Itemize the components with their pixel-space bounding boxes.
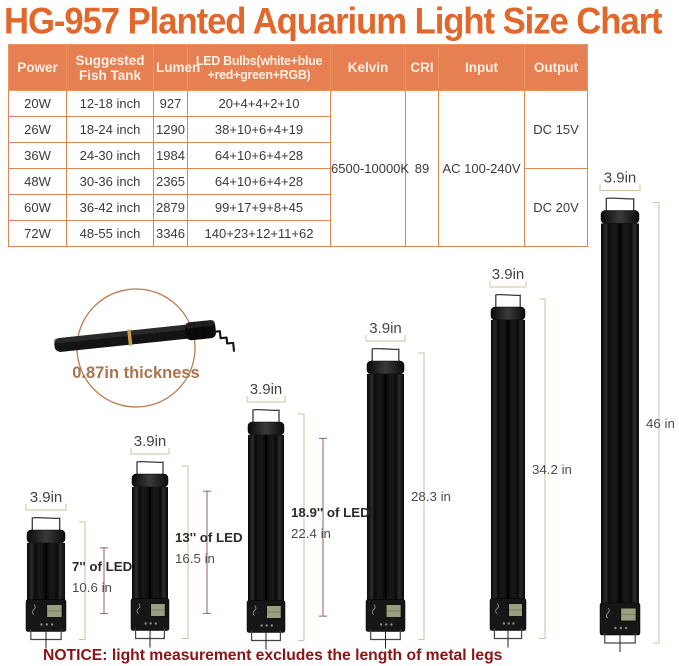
svg-text:3.9in: 3.9in (604, 170, 637, 187)
svg-text:3.9in: 3.9in (134, 433, 167, 450)
svg-text:0.87in thickness: 0.87in thickness (72, 364, 199, 382)
svg-text:16.5 in: 16.5 in (175, 551, 215, 566)
svg-text:13'' of LED: 13'' of LED (175, 530, 243, 545)
svg-text:3.9in: 3.9in (250, 381, 283, 398)
svg-text:46 in: 46 in (646, 416, 675, 431)
svg-text:3.9in: 3.9in (492, 266, 525, 283)
svg-text:3.9in: 3.9in (30, 489, 63, 506)
svg-text:28.3 in: 28.3 in (411, 489, 451, 504)
svg-text:34.2 in: 34.2 in (532, 462, 572, 477)
svg-text:18.9'' of LED: 18.9'' of LED (291, 505, 370, 520)
svg-text:22.4 in: 22.4 in (291, 526, 331, 541)
svg-text:7'' of LED: 7'' of LED (72, 559, 133, 574)
svg-text:10.6 in: 10.6 in (72, 580, 112, 595)
svg-text:3.9in: 3.9in (369, 320, 402, 337)
